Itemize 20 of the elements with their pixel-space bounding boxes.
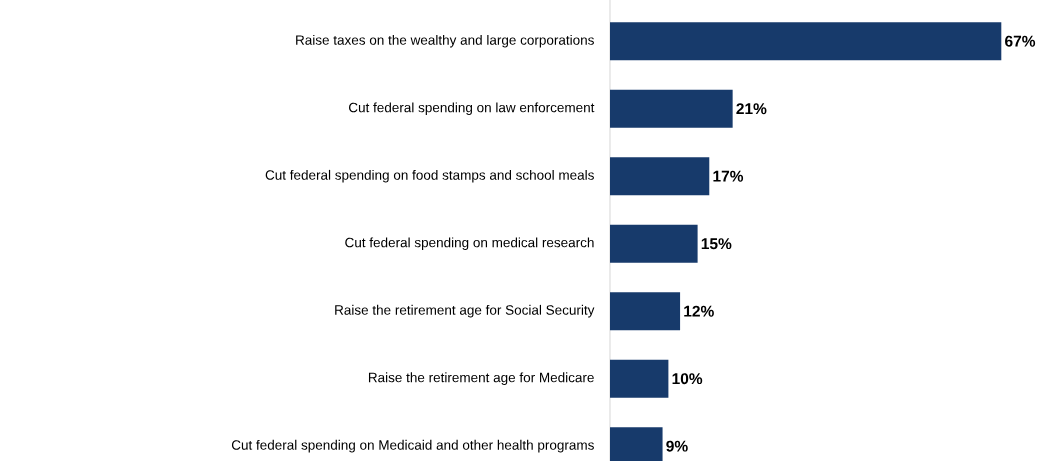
y-tick-label: Cut federal spending on Medicaid and other health programs [231,439,594,453]
bar [610,359,669,398]
bar [610,89,733,128]
bar [610,292,681,331]
y-tick-label: Raise the retirement age for Social Security [335,304,595,318]
data-label: 12% [684,305,714,317]
bar [610,22,1002,61]
y-tick-label: Cut federal spending on medical research [345,237,594,250]
y-tick-label: Cut federal spending on food stamps and school meals [265,169,594,183]
data-label: 9% [666,440,688,452]
data-label: 15% [701,238,732,250]
data-label: 21% [736,103,767,115]
bar [610,224,698,263]
data-label: 10% [672,373,703,385]
data-label: 17% [713,170,744,182]
bar [610,157,710,196]
y-tick-label: Raise taxes on the wealthy and large corporations [296,34,594,48]
y-tick-label: Cut federal spending on law enforcement [349,102,595,115]
data-label: 67% [1005,35,1036,47]
y-tick-label: Raise the retirement age for Medicare [368,372,594,385]
